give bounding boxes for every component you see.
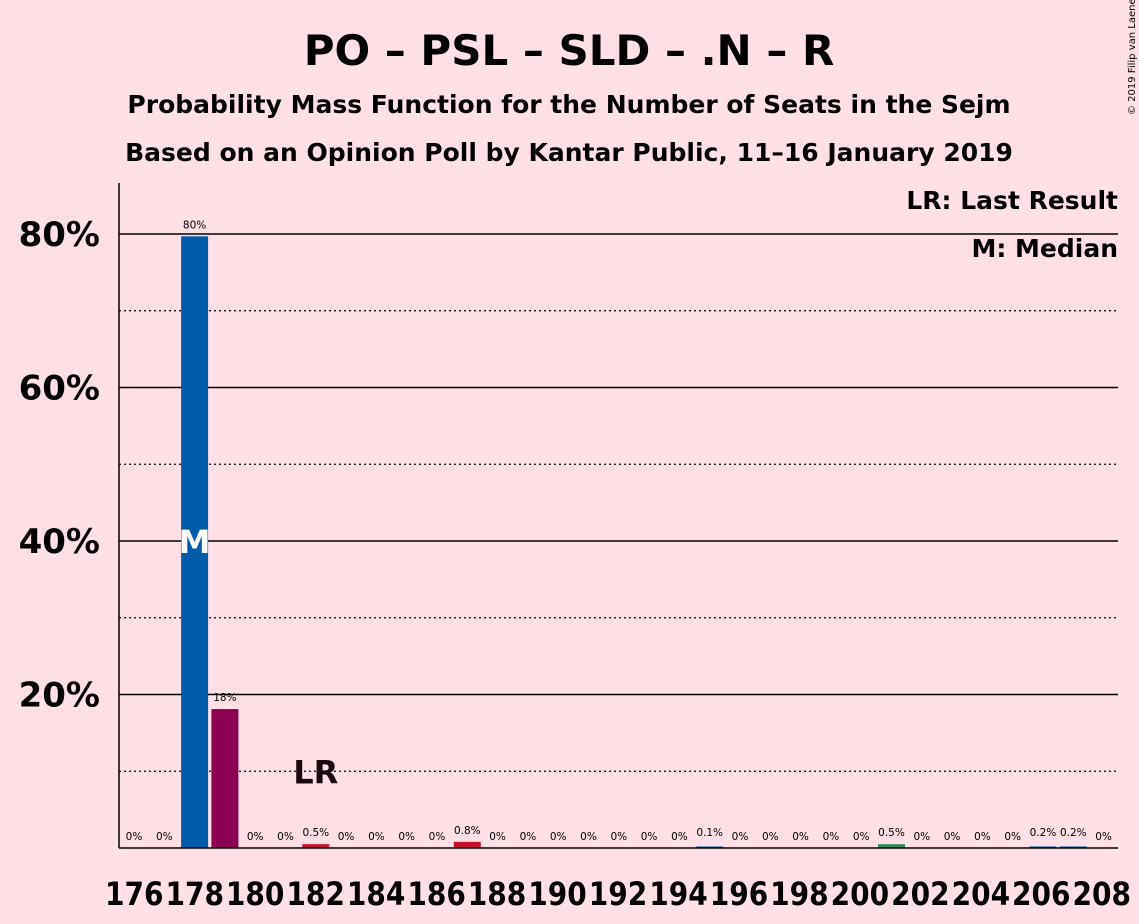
bars	[181, 236, 1087, 849]
legend-last-result: LR: Last Result	[906, 186, 1118, 215]
data-label-186: 0%	[429, 831, 446, 843]
chart-subtitle: Probability Mass Function for the Number…	[127, 90, 1010, 119]
x-tick-label: 184	[347, 875, 406, 913]
data-label-178: 80%	[183, 219, 206, 231]
y-tick-label: 60%	[19, 369, 100, 409]
data-label-198: 0%	[792, 831, 809, 843]
data-label-189: 0%	[520, 831, 537, 843]
x-tick-label: 198	[770, 875, 829, 913]
data-label-191: 0%	[580, 831, 597, 843]
data-label-203: 0%	[944, 831, 961, 843]
data-label-184: 0%	[368, 831, 385, 843]
x-tick-label: 208	[1073, 875, 1132, 913]
bar-207	[1059, 846, 1087, 848]
data-label-194: 0%	[671, 831, 688, 843]
data-label-183: 0%	[338, 831, 355, 843]
data-label-201: 0.5%	[878, 827, 905, 839]
data-label-185: 0%	[398, 831, 415, 843]
x-tick-label: 186	[407, 875, 466, 913]
data-label-205: 0%	[1004, 831, 1021, 843]
data-label-193: 0%	[641, 831, 658, 843]
markers: M LR	[179, 523, 339, 791]
data-label-204: 0%	[974, 831, 991, 843]
data-label-196: 0%	[732, 831, 749, 843]
data-label-206: 0.2%	[1030, 827, 1057, 839]
data-label-195: 0.1%	[696, 827, 723, 839]
gridlines	[119, 233, 1118, 772]
data-label-208: 0%	[1095, 831, 1112, 843]
copyright-credit: © 2019 Filip van Laenen	[1127, 0, 1138, 115]
x-tick-label: 176	[105, 875, 164, 913]
data-label-182: 0.5%	[302, 827, 329, 839]
last-result-marker: LR	[293, 753, 338, 791]
x-tick-label: 194	[649, 875, 708, 913]
median-marker: M	[179, 523, 211, 561]
y-tick-label: 80%	[19, 215, 100, 255]
data-label-176: 0%	[126, 831, 143, 843]
chart-title: PO – PSL – SLD – .N – R	[304, 26, 835, 75]
bar-182	[302, 844, 330, 848]
x-tick-label: 200	[831, 875, 890, 913]
y-tick-label: 40%	[19, 522, 100, 562]
bar-206	[1029, 846, 1057, 848]
data-label-199: 0%	[823, 831, 840, 843]
data-label-180: 0%	[247, 831, 264, 843]
bar-178	[181, 236, 209, 849]
x-tick-label: 192	[589, 875, 648, 913]
data-label-187: 0.8%	[454, 825, 481, 837]
data-labels: 0% 0% 80% 18% 0% 0% 0.5% 0% 0% 0% 0% 0.8% 0% 0% 0% 0% 0%…	[126, 219, 1112, 843]
y-tick-label: 20%	[19, 676, 100, 716]
data-label-207: 0.2%	[1060, 827, 1087, 839]
bar-179	[211, 709, 239, 848]
data-label-181: 0%	[277, 831, 294, 843]
data-label-179: 18%	[213, 692, 236, 704]
x-axis-labels: 176 178 180 182 184 186 188 190 192 194 196 198 200 2…	[105, 875, 1131, 913]
bar-201	[878, 844, 905, 848]
data-label-192: 0%	[610, 831, 627, 843]
x-tick-label: 182	[286, 875, 345, 913]
bar-187	[453, 841, 481, 848]
legend-median: M: Median	[971, 234, 1118, 263]
chart-subtitle-poll: Based on an Opinion Poll by Kantar Publi…	[125, 138, 1013, 167]
data-label-190: 0%	[550, 831, 567, 843]
data-label-188: 0%	[489, 831, 506, 843]
y-axis-labels: 20% 40% 60% 80%	[19, 215, 100, 716]
data-label-202: 0%	[913, 831, 930, 843]
x-tick-label: 204	[952, 875, 1011, 913]
x-tick-label: 190	[528, 875, 587, 913]
x-tick-label: 180	[226, 875, 285, 913]
x-tick-label: 202	[891, 875, 950, 913]
x-tick-label: 206	[1012, 875, 1071, 913]
data-label-197: 0%	[762, 831, 779, 843]
x-tick-label: 196	[710, 875, 769, 913]
x-tick-label: 188	[468, 875, 527, 913]
data-label-177: 0%	[156, 831, 173, 843]
x-tick-label: 178	[165, 875, 224, 913]
data-label-200: 0%	[853, 831, 870, 843]
